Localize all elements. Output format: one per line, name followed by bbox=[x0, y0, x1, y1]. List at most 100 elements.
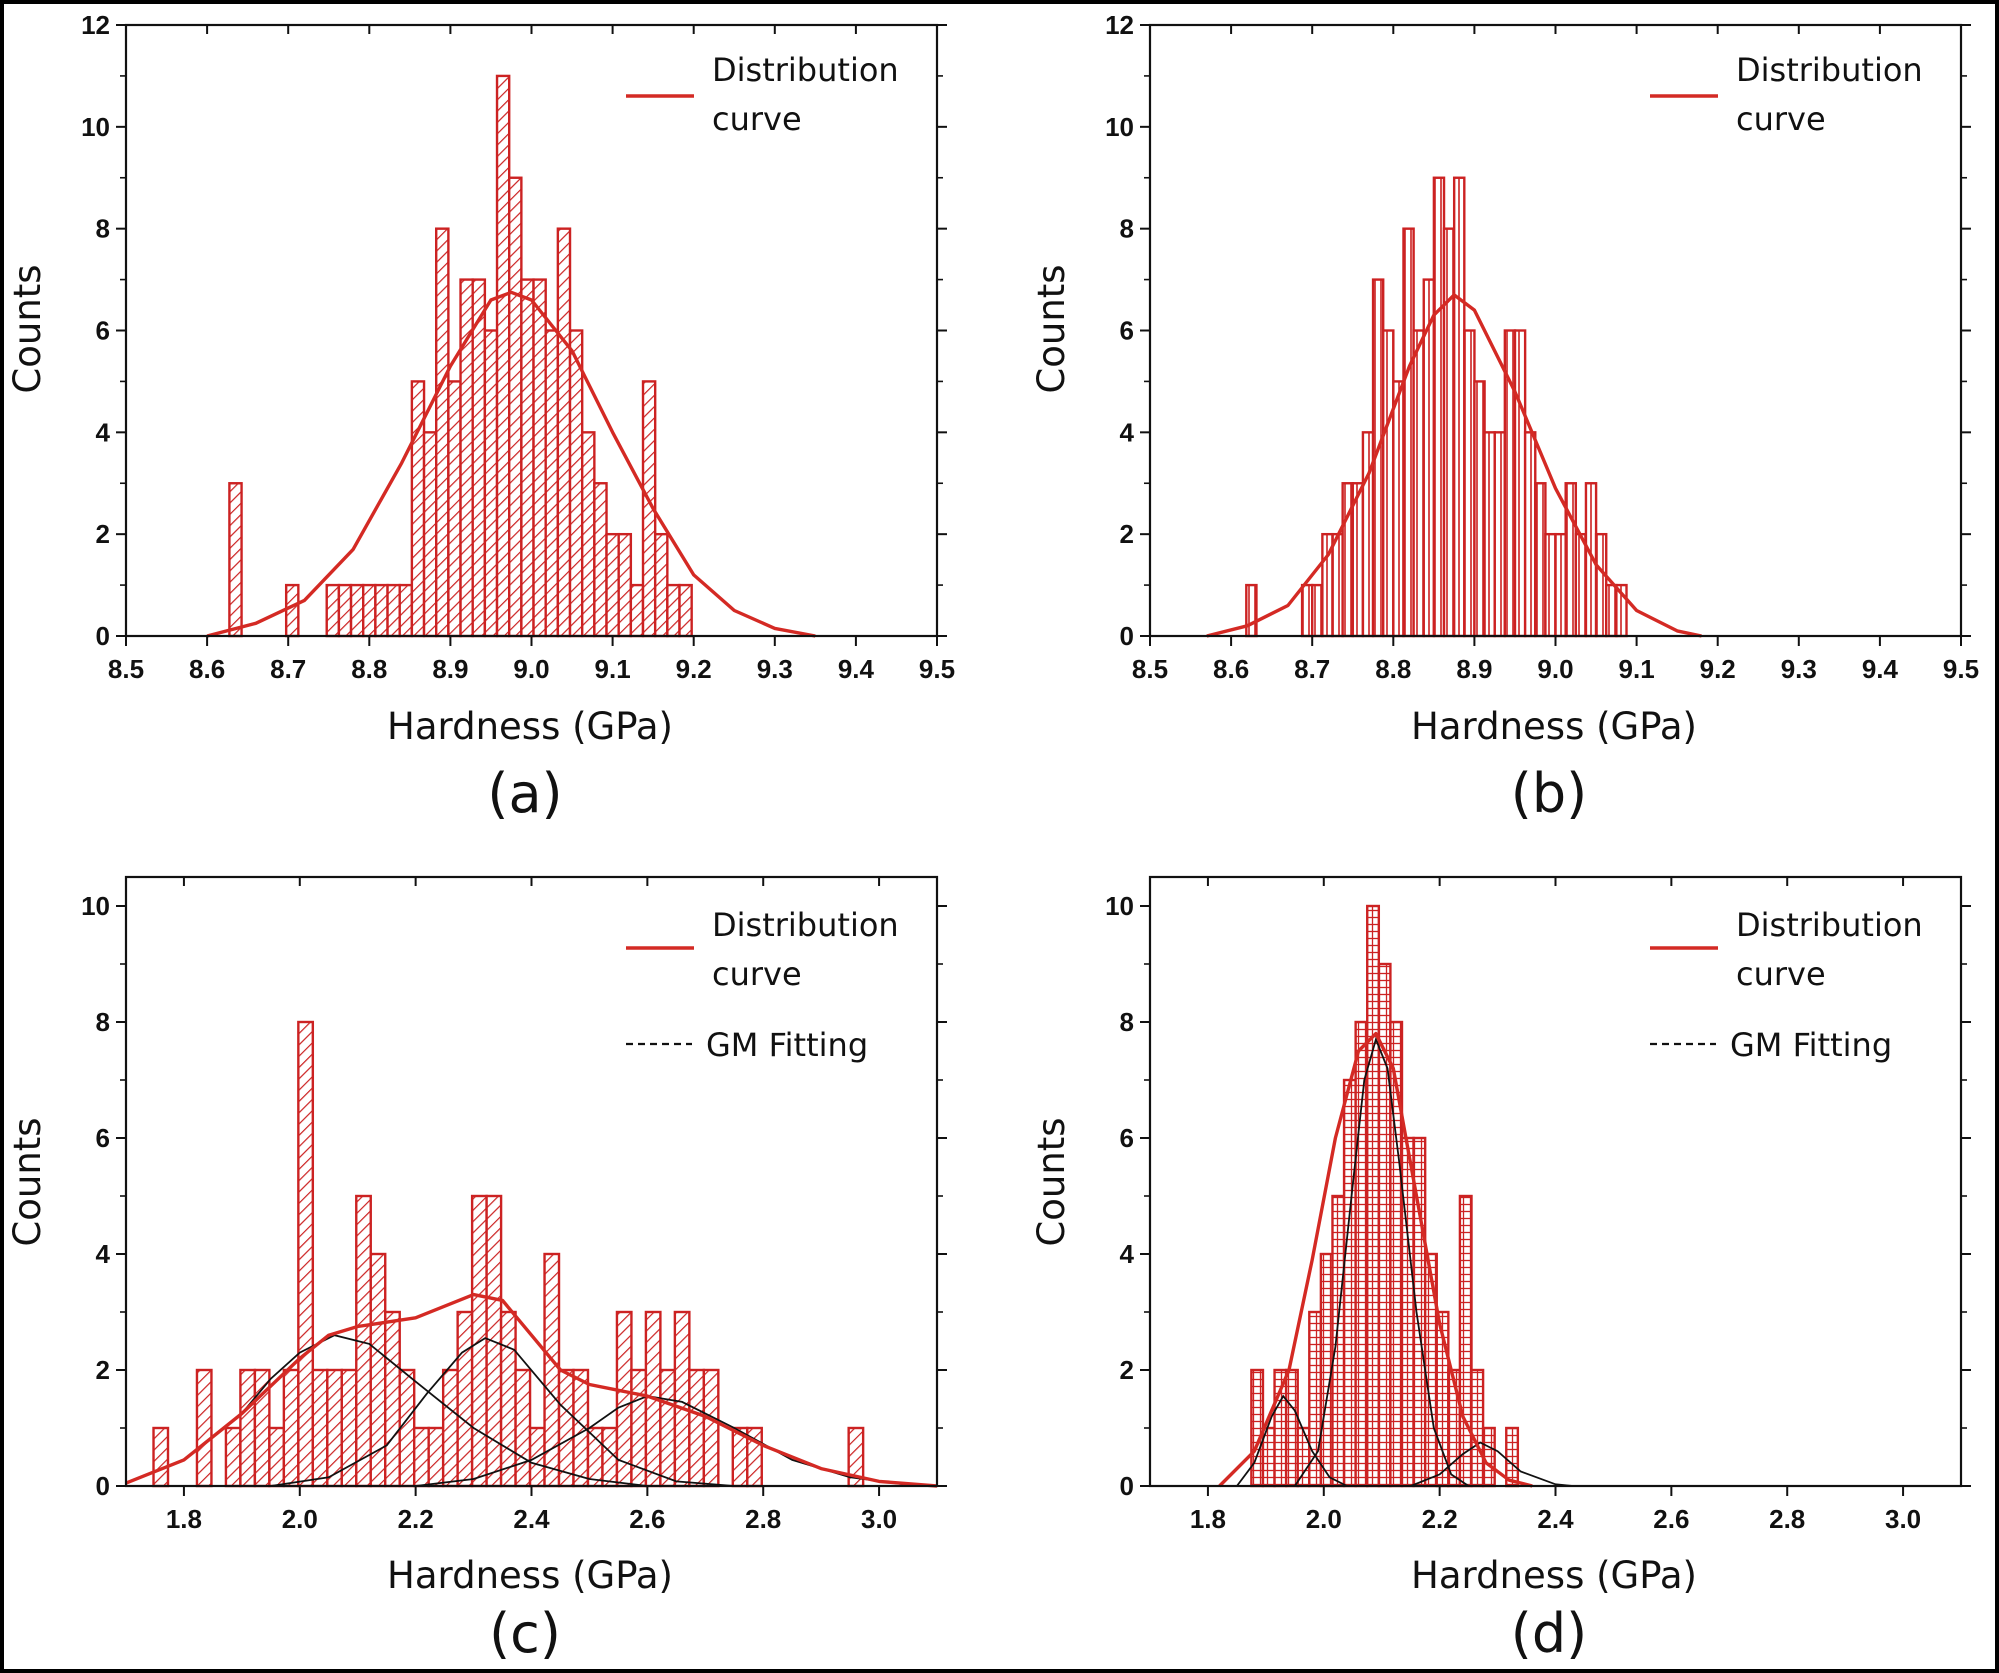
histogram-bar bbox=[1594, 532, 1608, 638]
histogram-bar bbox=[1442, 227, 1456, 638]
x-tick-label: 9.0 bbox=[513, 654, 549, 684]
histogram-bar bbox=[398, 1368, 416, 1488]
x-tick-label: 8.9 bbox=[1456, 654, 1492, 684]
histogram-bar bbox=[1296, 1426, 1311, 1488]
histogram-bar bbox=[629, 583, 645, 638]
histogram-bar bbox=[1250, 1368, 1265, 1488]
histogram-bar bbox=[1402, 227, 1415, 638]
histogram-bar bbox=[337, 583, 353, 638]
y-tick-label: 10 bbox=[81, 112, 110, 142]
y-tick-label: 2 bbox=[1120, 1355, 1134, 1385]
histogram-bar bbox=[568, 329, 584, 638]
y-tick-label: 2 bbox=[1120, 519, 1134, 549]
histogram-bar bbox=[1544, 532, 1557, 638]
histogram-bar bbox=[422, 431, 438, 638]
x-tick-label: 8.7 bbox=[270, 654, 306, 684]
y-tick-label: 0 bbox=[1120, 621, 1134, 651]
histogram-bar bbox=[556, 227, 572, 638]
x-tick-label: 8.5 bbox=[1132, 654, 1168, 684]
histogram-bar bbox=[239, 1368, 257, 1488]
histogram-bar bbox=[593, 482, 608, 638]
x-tick-label: 9.5 bbox=[1943, 654, 1979, 684]
histogram-bar bbox=[456, 1310, 474, 1488]
x-tick-label: 2.2 bbox=[1422, 1504, 1458, 1534]
histogram-bar bbox=[1308, 1310, 1323, 1488]
x-tick-label: 9.3 bbox=[1781, 654, 1817, 684]
x-tick-label: 9.4 bbox=[1862, 654, 1899, 684]
figure-svg: Counts Hardness (GPa) (a) Distribution c… bbox=[6, 10, 1979, 1665]
histogram-bar bbox=[605, 532, 620, 638]
y-tick-label: 8 bbox=[1120, 1007, 1134, 1037]
x-axis-title: Hardness (GPa) bbox=[387, 705, 673, 748]
y-tick-label: 2 bbox=[96, 519, 110, 549]
histogram-bar bbox=[1311, 583, 1324, 638]
histogram-bar bbox=[1331, 532, 1344, 638]
x-tick-label: 8.9 bbox=[432, 654, 468, 684]
gm-legend-label: GM Fitting bbox=[706, 1026, 868, 1064]
histogram-bar bbox=[659, 1368, 677, 1488]
x-tick-label: 2.6 bbox=[629, 1504, 665, 1534]
x-tick-label: 2.8 bbox=[745, 1504, 781, 1534]
histogram-bar bbox=[1493, 431, 1507, 638]
y-tick-label: 4 bbox=[1120, 417, 1135, 447]
histogram-bar bbox=[412, 1426, 430, 1488]
y-axis-title: Counts bbox=[6, 264, 49, 393]
x-tick-label: 2.2 bbox=[398, 1504, 434, 1534]
histogram-bar bbox=[678, 583, 693, 638]
histogram-bar bbox=[544, 329, 560, 638]
histogram-bar bbox=[1331, 1194, 1346, 1488]
x-tick-label: 1.8 bbox=[166, 1504, 202, 1534]
x-tick-label: 8.6 bbox=[189, 654, 225, 684]
y-tick-label: 0 bbox=[96, 1471, 110, 1501]
histogram-bar bbox=[386, 583, 401, 638]
y-tick-label: 6 bbox=[96, 316, 110, 346]
histogram-bar bbox=[1382, 329, 1395, 638]
histogram-bar bbox=[325, 583, 341, 638]
legend-label-line1: Distribution bbox=[712, 51, 899, 89]
histogram-bar bbox=[1392, 380, 1405, 638]
x-tick-label: 9.3 bbox=[757, 654, 793, 684]
histogram-bar bbox=[1300, 583, 1314, 638]
histogram-bar bbox=[1412, 329, 1425, 638]
histogram-bar bbox=[447, 380, 462, 638]
histogram-bar bbox=[224, 1426, 242, 1488]
x-tick-label: 8.8 bbox=[351, 654, 387, 684]
x-tick-label: 9.5 bbox=[919, 654, 955, 684]
histogram-bar bbox=[1473, 380, 1486, 638]
gm-component-curve bbox=[1294, 1036, 1470, 1487]
histogram-bar bbox=[1605, 583, 1618, 638]
plot-area-frame bbox=[1148, 875, 1963, 1488]
x-tick-label: 9.4 bbox=[838, 654, 875, 684]
legend-label-line2: curve bbox=[712, 955, 802, 993]
distribution-curve bbox=[125, 1292, 938, 1488]
x-tick-label: 9.0 bbox=[1537, 654, 1573, 684]
y-tick-label: 0 bbox=[96, 621, 110, 651]
x-tick-label: 9.1 bbox=[1619, 654, 1655, 684]
legend-label-line2: curve bbox=[1736, 955, 1826, 993]
histogram-bar bbox=[1452, 176, 1466, 638]
panel-a: Counts Hardness (GPa) (a) Distribution c… bbox=[6, 10, 955, 825]
y-axis-title: Counts bbox=[1030, 264, 1073, 393]
histogram-bar bbox=[666, 583, 681, 638]
x-tick-label: 9.2 bbox=[676, 654, 712, 684]
x-tick-label: 2.4 bbox=[1537, 1504, 1574, 1534]
y-tick-label: 2 bbox=[96, 1355, 110, 1385]
x-tick-label: 2.6 bbox=[1653, 1504, 1689, 1534]
legend-label-line1: Distribution bbox=[1736, 51, 1923, 89]
distribution-curve bbox=[206, 290, 816, 638]
histogram-bar bbox=[1458, 1194, 1473, 1488]
histogram-bar bbox=[1554, 532, 1567, 638]
histogram-bar bbox=[362, 583, 377, 638]
panel-label: (b) bbox=[1511, 762, 1587, 825]
legend-label-line2: curve bbox=[712, 100, 802, 138]
histogram-bar bbox=[688, 1368, 706, 1488]
x-tick-label: 8.7 bbox=[1294, 654, 1330, 684]
histogram-bar bbox=[427, 1426, 445, 1488]
x-tick-label: 9.2 bbox=[1700, 654, 1736, 684]
y-axis-title: Counts bbox=[1030, 1117, 1073, 1246]
y-tick-label: 8 bbox=[1120, 214, 1134, 244]
histogram-bar bbox=[282, 1368, 300, 1488]
y-tick-label: 10 bbox=[1105, 891, 1134, 921]
histogram-bar bbox=[1564, 482, 1578, 638]
x-tick-label: 1.8 bbox=[1190, 1504, 1226, 1534]
